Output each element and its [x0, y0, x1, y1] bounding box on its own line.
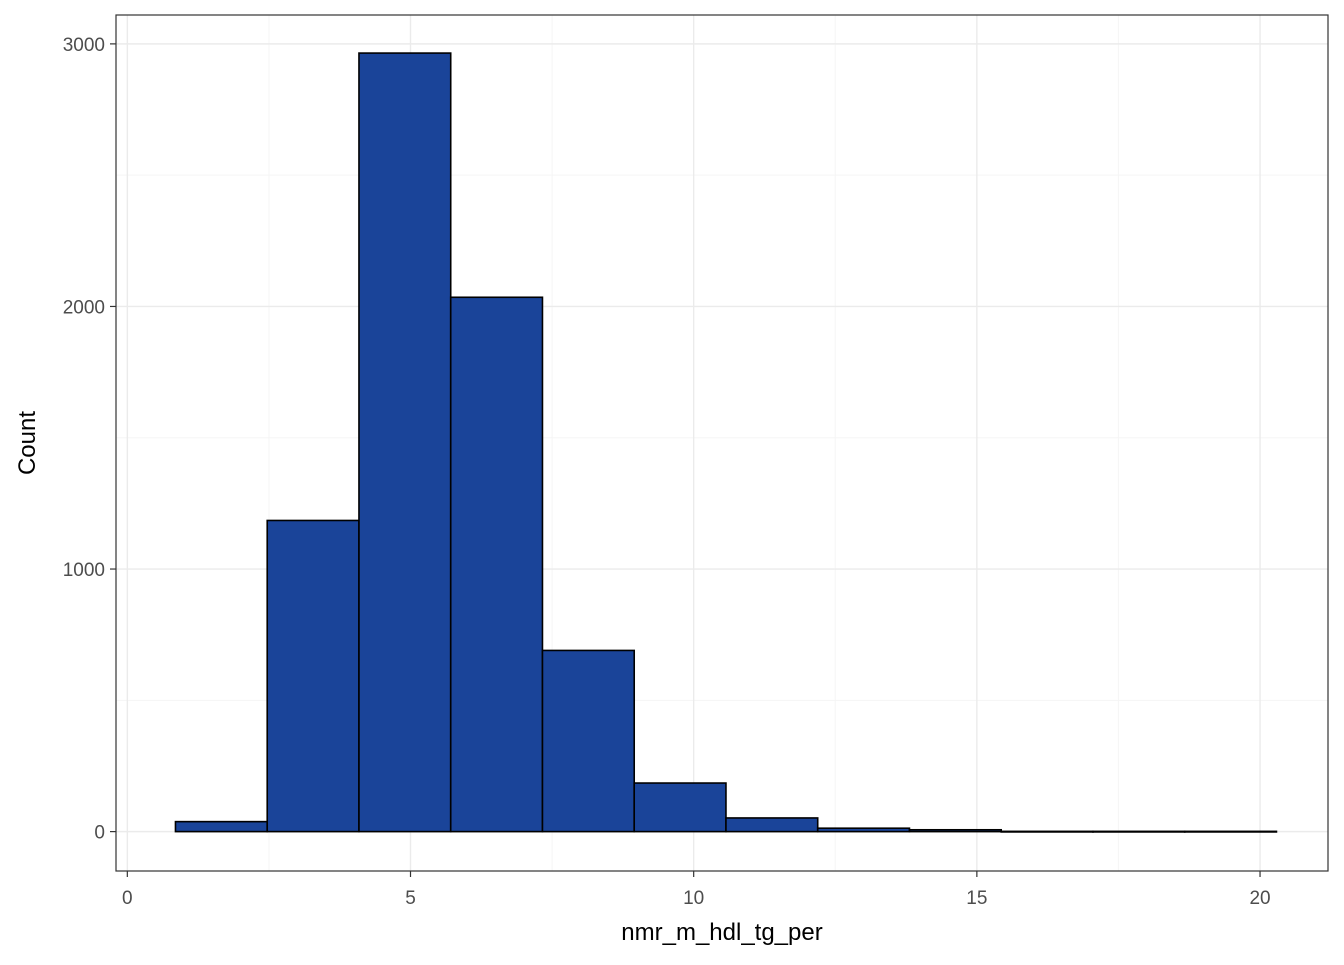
- histogram-bar-5: [541, 649, 636, 833]
- y-tick-label: 1000: [63, 560, 105, 581]
- histogram-bar-10: [1000, 830, 1094, 833]
- y-tick-label: 2000: [63, 297, 105, 318]
- histogram-bar-11: [1092, 830, 1186, 833]
- histogram-bar-7: [725, 817, 819, 833]
- histogram-bar-3: [358, 52, 452, 833]
- x-tick-label: 0: [122, 888, 133, 909]
- histogram-bar-4: [449, 296, 544, 833]
- y-tick-label: 3000: [63, 35, 105, 56]
- histogram-bar-12: [1183, 830, 1278, 833]
- histogram-bar-6: [633, 782, 727, 833]
- tick-layer: 0 1000 2000 3000 0 5 10 15 20: [63, 35, 1271, 909]
- histogram-bar-2: [266, 519, 360, 833]
- x-tick-label: 5: [405, 888, 416, 909]
- histogram-bar-9: [908, 828, 1003, 833]
- y-axis-title: Count: [14, 411, 41, 475]
- bar-layer: [174, 52, 1278, 833]
- histogram-bar-8: [816, 827, 911, 833]
- histogram-bar-1: [174, 820, 269, 833]
- x-tick-label: 15: [966, 888, 987, 909]
- x-tick-label: 20: [1249, 888, 1270, 909]
- y-tick-label: 0: [94, 823, 105, 844]
- panel-border: [115, 14, 1329, 872]
- x-tick-label: 10: [683, 888, 704, 909]
- x-axis-title: nmr_m_hdl_tg_per: [621, 919, 822, 946]
